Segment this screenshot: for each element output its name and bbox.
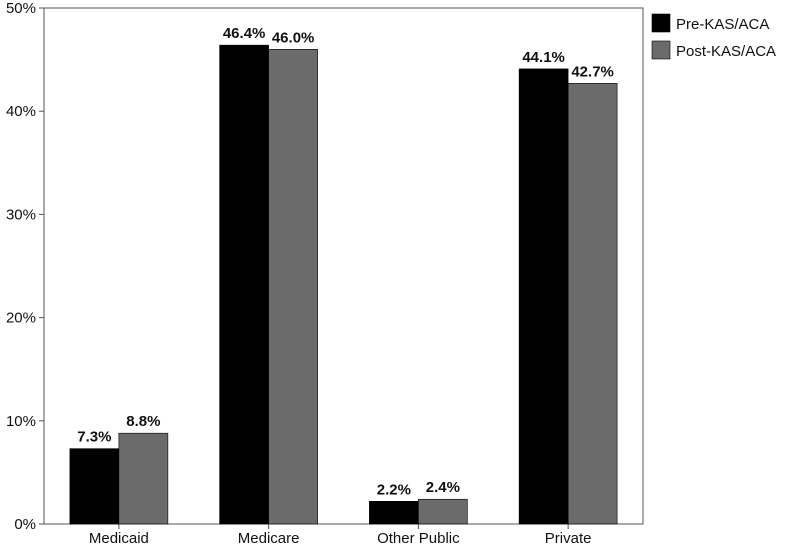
bar-post: [268, 48, 318, 525]
bars: [69, 44, 618, 525]
bar-pre: [219, 44, 269, 525]
data-label: 7.3%: [77, 429, 111, 446]
data-label: 8.8%: [126, 413, 160, 430]
x-tick-label: Private: [545, 530, 592, 545]
axes: 0% 10% 20% 30% 40% 50% Medicaid Medicare Other P…: [6, 0, 644, 545]
x-tick-label: Other Public: [377, 530, 460, 545]
legend-swatch: [651, 40, 671, 60]
data-label: 46.4%: [223, 25, 266, 42]
y-tick-label: 50%: [6, 0, 36, 17]
plot-frame: [43, 7, 644, 525]
bar-pre: [518, 68, 569, 525]
data-label: 2.4%: [426, 479, 460, 496]
legend-label: Post-KAS/ACA: [676, 43, 776, 60]
y-tick-label: 40%: [6, 103, 36, 120]
y-tick-label: 30%: [6, 206, 36, 223]
bar-post: [418, 498, 468, 525]
data-labels: 7.3% 8.8% 46.4% 46.0% 2.2% 2.4% 44.1% 42.7%: [77, 25, 614, 498]
bar-post: [567, 83, 618, 525]
x-tick-label: Medicaid: [89, 530, 149, 545]
data-label: 46.0%: [272, 29, 315, 46]
y-tick-label: 0%: [14, 516, 36, 533]
bar-pre: [369, 500, 419, 525]
data-label: 2.2%: [377, 481, 411, 498]
data-label: 44.1%: [522, 49, 565, 66]
bar-pre: [69, 448, 120, 525]
x-tick-label: Medicare: [238, 530, 300, 545]
y-tick-label: 20%: [6, 310, 36, 327]
bar-post: [118, 432, 169, 525]
data-label: 42.7%: [571, 63, 614, 80]
legend: Pre-KAS/ACA Post-KAS/ACA: [651, 13, 776, 60]
legend-label: Pre-KAS/ACA: [676, 16, 769, 33]
legend-swatch: [651, 13, 671, 33]
y-tick-label: 10%: [6, 413, 36, 430]
